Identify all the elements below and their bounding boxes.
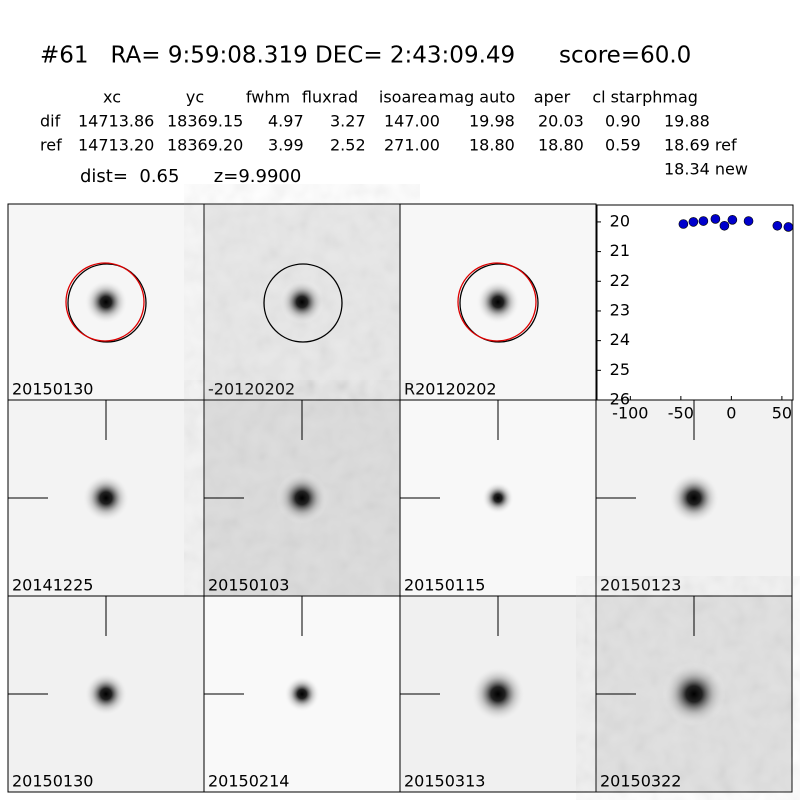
table-cell: 14713.86 [78,112,154,131]
panel-label: 20150130 [12,772,93,791]
panel-label: 20150322 [600,772,681,791]
y-tick-label: 20 [610,211,630,230]
table-cell: dif [40,112,61,131]
column-header: yc [186,88,204,107]
panel-label: 20150130 [12,380,93,399]
table-cell: 3.99 [268,136,304,155]
plot-area [596,204,794,401]
panel-label: R20120202 [404,380,497,399]
title: #61 RA= 9:59:08.319 DEC= 2:43:09.49 scor… [40,43,691,69]
point [727,215,738,225]
table-cell: 19.98 [469,112,515,131]
table-cell: 18.80 [469,136,515,155]
point [719,220,730,231]
y-tick-label: 22 [610,271,630,290]
table-cell: 20.03 [538,112,584,131]
column-header: fluxrad [302,88,358,107]
source [662,662,726,726]
point [772,220,783,231]
table-cell: 18.80 [538,136,584,155]
table-cell: 0.59 [605,136,641,155]
table-cell: 147.00 [384,112,440,131]
y-tick-label: 21 [610,241,630,260]
aperture-ref [65,262,145,342]
panel-label: 20150123 [600,576,681,595]
table-cell: 18369.15 [167,112,243,131]
table-cell: 18369.20 [167,136,243,155]
point [743,216,754,226]
y-tick-label: 24 [610,330,630,349]
column-header: mag auto [439,88,516,107]
column-header: phmag [642,88,698,107]
y-tick-label: 23 [610,300,630,319]
source [668,472,720,524]
point [783,222,794,232]
source [82,474,130,522]
panel-label: 20150313 [404,772,485,791]
source [84,672,128,716]
y-tick-label: 25 [610,360,630,379]
panel-label: 20141225 [12,576,93,595]
column-header: isoarea [379,88,437,107]
point [698,216,709,226]
y-tick-label: 26 [610,390,630,409]
point [678,219,689,229]
source [284,676,320,712]
source [84,280,128,324]
point [688,217,699,227]
table-cell: 0.90 [605,112,641,131]
x-tick-label: 0 [726,404,736,423]
panel-label: 20150103 [208,576,289,595]
table-cell: 19.88 [664,112,710,131]
column-header: fwhm [246,88,290,107]
x-tick-label: -100 [612,404,648,423]
aperture [263,263,343,343]
panel-label: -20120202 [208,380,295,399]
table-cell: ref [40,136,62,155]
table-cell: 14713.20 [78,136,154,155]
table-cell: 2.52 [330,136,366,155]
source [476,280,520,324]
table-cell: 4.97 [268,112,304,131]
source [482,482,514,514]
source [280,280,324,324]
table-cell: 3.27 [330,112,366,131]
table-cell: 18.69 ref [664,136,737,155]
aperture [459,263,539,343]
point [710,214,721,224]
source [276,472,328,524]
extra: 18.34 new [664,160,748,179]
table-cell: 271.00 [384,136,440,155]
x-tick-label: -50 [668,404,694,423]
dist-line: dist= 0.65 z=9.9900 [80,166,301,187]
column-header: xc [103,88,121,107]
panel-label: 20150115 [404,576,485,595]
panel-label: 20150214 [208,772,289,791]
column-header: aper [534,88,571,107]
aperture [67,263,147,343]
source [470,666,526,722]
column-header: cl star [592,88,642,107]
x-tick-label: 50 [772,404,792,423]
aperture-ref [457,262,537,342]
